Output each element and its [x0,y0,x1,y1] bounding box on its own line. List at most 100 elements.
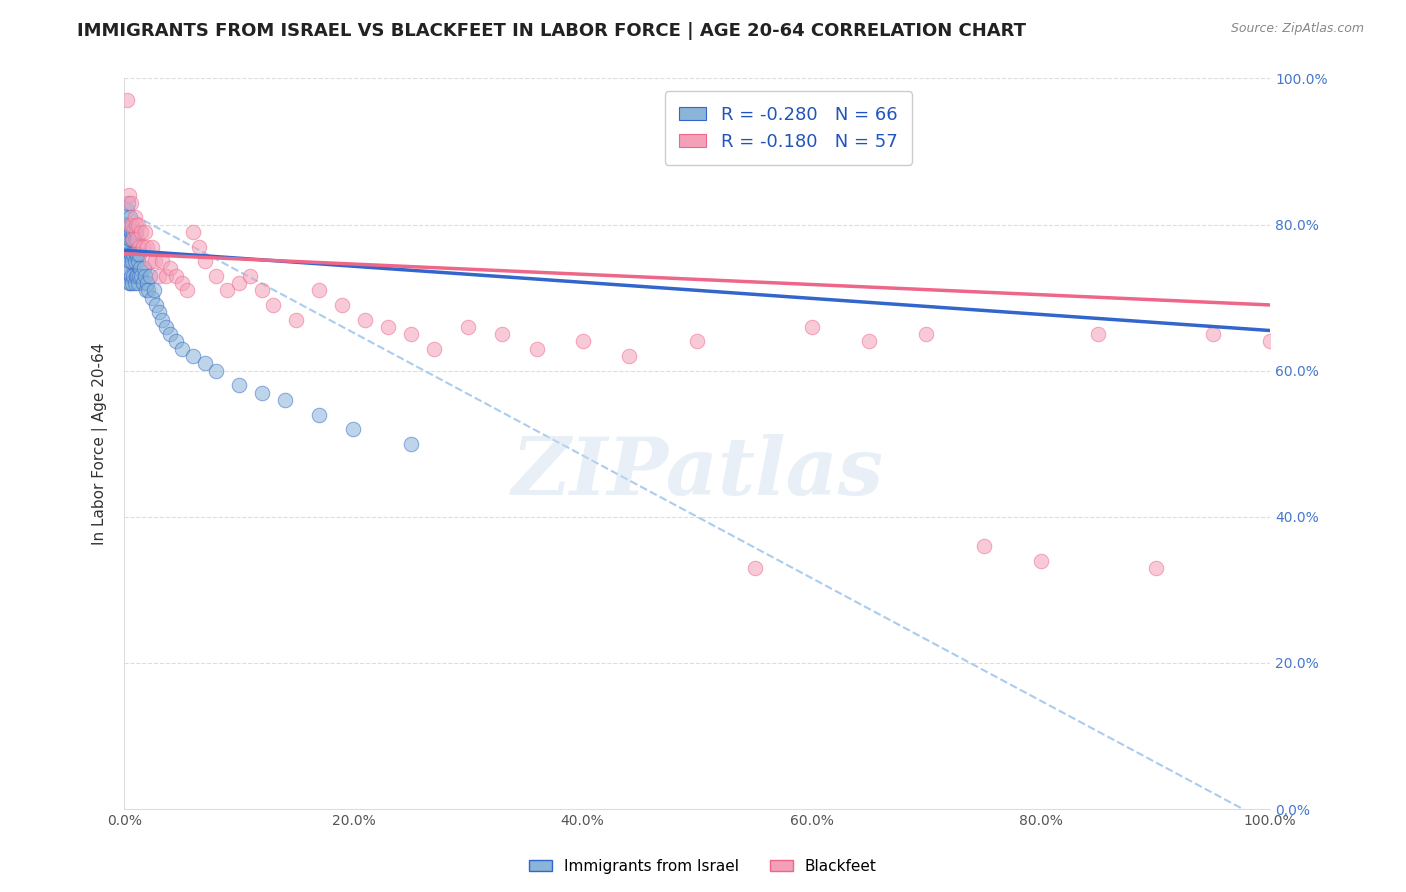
Point [129,261,152,276]
Point [114,218,136,232]
Point [118,254,141,268]
Legend: R = -0.280   N = 66, R = -0.180   N = 57: R = -0.280 N = 66, R = -0.180 N = 57 [665,91,911,165]
Point [118,218,141,232]
Point [858,334,880,349]
Point [115,225,138,239]
Point [155,319,177,334]
Point [127,254,149,268]
Point [150,254,173,268]
Point [1202,327,1225,342]
Point [205,364,228,378]
Point [125,232,148,246]
Point [122,225,145,239]
Point [115,247,138,261]
Point [973,539,995,553]
Point [571,334,593,349]
Point [120,247,142,261]
Point [115,94,138,108]
Point [228,276,250,290]
Point [422,342,444,356]
Point [118,276,141,290]
Point [125,218,148,232]
Point [117,261,139,276]
Point [115,268,138,283]
Point [170,342,193,356]
Text: ZIPatlas: ZIPatlas [512,434,883,512]
Point [125,268,148,283]
Point [377,319,399,334]
Point [115,202,138,217]
Point [239,268,262,283]
Point [330,298,353,312]
Point [128,268,150,283]
Text: Source: ZipAtlas.com: Source: ZipAtlas.com [1230,22,1364,36]
Point [250,284,273,298]
Point [148,268,170,283]
Point [457,319,479,334]
Point [124,211,146,225]
Point [176,284,198,298]
Point [308,284,330,298]
Point [1029,554,1052,568]
Point [122,232,145,246]
Point [159,261,181,276]
Point [134,268,156,283]
Legend: Immigrants from Israel, Blackfeet: Immigrants from Israel, Blackfeet [523,853,883,880]
Point [155,268,177,283]
Point [118,232,141,246]
Point [120,195,142,210]
Text: IMMIGRANTS FROM ISRAEL VS BLACKFEET IN LABOR FORCE | AGE 20-64 CORRELATION CHART: IMMIGRANTS FROM ISRAEL VS BLACKFEET IN L… [77,22,1026,40]
Point [118,232,141,246]
Point [150,312,173,326]
Point [134,225,156,239]
Point [170,276,193,290]
Point [125,225,148,239]
Point [128,247,150,261]
Point [121,232,143,246]
Point [1258,334,1281,349]
Point [125,247,148,261]
Point [399,437,422,451]
Point [285,312,308,326]
Point [124,276,146,290]
Point [136,276,159,290]
Point [125,268,148,283]
Point [131,239,153,253]
Point [121,254,143,268]
Point [121,218,143,232]
Point [354,312,377,326]
Point [1087,327,1109,342]
Point [122,247,145,261]
Point [145,298,167,312]
Point [744,561,766,575]
Point [120,268,142,283]
Point [118,188,141,202]
Point [141,291,163,305]
Point [187,239,209,253]
Point [117,218,139,232]
Point [181,225,204,239]
Point [262,298,284,312]
Point [131,268,153,283]
Point [118,276,141,290]
Point [117,239,139,253]
Point [617,349,640,363]
Point [143,284,166,298]
Y-axis label: In Labor Force | Age 20-64: In Labor Force | Age 20-64 [93,343,108,545]
Point [915,327,938,342]
Point [136,239,159,253]
Point [118,211,141,225]
Point [165,268,187,283]
Point [138,284,160,298]
Point [138,254,160,268]
Point [342,422,364,436]
Point [131,225,153,239]
Point [491,327,513,342]
Point [800,319,823,334]
Point [274,392,297,407]
Point [117,195,139,210]
Point [128,239,150,253]
Point [228,378,250,392]
Point [141,239,163,253]
Point [193,356,215,370]
